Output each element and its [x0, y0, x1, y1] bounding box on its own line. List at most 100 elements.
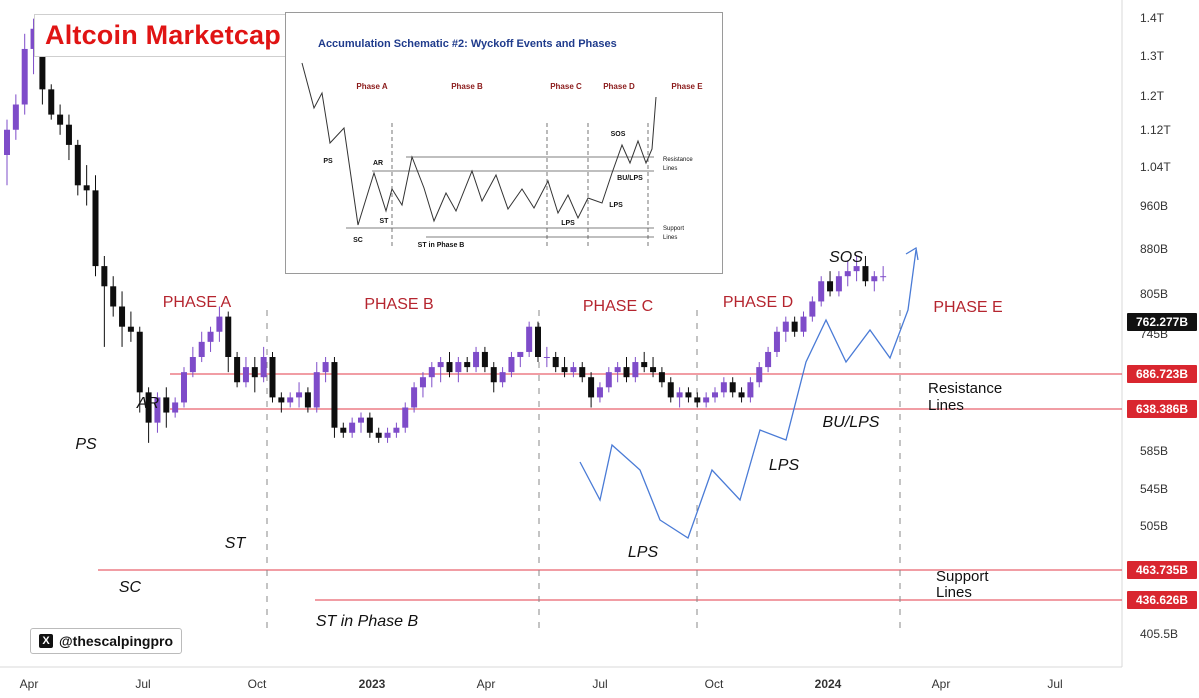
y-tick-label: 585B [1140, 444, 1168, 458]
candle-body [322, 362, 329, 373]
candle-body [464, 362, 471, 368]
candle-body [225, 316, 232, 357]
candle [756, 362, 763, 388]
candle-body [641, 362, 648, 368]
candle [835, 271, 842, 297]
candle-body [508, 357, 515, 373]
candle-body [596, 387, 603, 398]
event-annotation: BU/LPS [823, 414, 880, 431]
candle [110, 276, 117, 317]
candle-body [30, 28, 37, 49]
candle-body [623, 367, 630, 378]
candle [880, 266, 887, 282]
price-tag [1127, 313, 1197, 331]
candle [862, 256, 869, 287]
candle-body [402, 407, 409, 428]
candle-body [384, 432, 391, 438]
candle-body [57, 114, 64, 125]
candle [720, 377, 727, 398]
candle-body [260, 357, 267, 378]
candle [269, 351, 276, 403]
candle [366, 412, 373, 438]
candle-body [251, 367, 258, 378]
inset-event-label: LPS [609, 202, 623, 209]
candle-body [4, 129, 10, 155]
candle-body [455, 362, 462, 373]
candle [428, 362, 435, 388]
candle-body [278, 397, 285, 403]
inset-phase-label: Phase B [451, 82, 483, 91]
candle-body [83, 185, 90, 191]
inset-title: Accumulation Schematic #2: Wyckoff Event… [318, 38, 617, 50]
candle-body [747, 382, 754, 398]
author-handle[interactable]: X @thescalpingpro [30, 628, 182, 654]
candle [349, 417, 356, 438]
event-annotation: SOS [829, 249, 863, 266]
candle [92, 175, 99, 277]
inset-event-label: BU/LPS [617, 175, 643, 182]
candle-body [92, 190, 99, 267]
candle [251, 357, 258, 393]
candle-body [127, 326, 134, 332]
candle-body [614, 367, 621, 373]
candle-body [632, 362, 639, 378]
candle [384, 427, 391, 443]
candle-body [667, 382, 674, 398]
resistance-label-line2: Lines [928, 397, 964, 414]
phase-label: PHASE A [163, 294, 232, 311]
level-tag-label: 686.723B [1136, 367, 1188, 381]
candle [119, 291, 126, 347]
candle-body [526, 326, 533, 352]
candle-body [880, 276, 887, 278]
candle-body [393, 427, 400, 433]
event-annotation: ST in Phase B [316, 613, 419, 630]
price-tag-label: 762.277B [1136, 315, 1188, 329]
candle [225, 311, 232, 373]
candle [331, 357, 338, 438]
candle-body [189, 357, 196, 373]
candle-body [48, 89, 55, 115]
inset-diagram: Phase A Phase B Phase C Phase D Phase E PS SC A… [301, 62, 703, 249]
candle-body [65, 124, 72, 145]
candle-body [650, 367, 657, 373]
phase-label: PHASE D [723, 294, 793, 311]
y-tick-label: 1.12T [1140, 123, 1171, 137]
handle-text: @thescalpingpro [59, 633, 173, 649]
candle-body [145, 392, 152, 423]
candle-body [694, 397, 701, 403]
x-tick-label: Oct [248, 677, 267, 691]
candle-body [74, 144, 81, 186]
candle [791, 316, 798, 337]
candle [552, 351, 559, 373]
candle-body [720, 382, 727, 393]
y-tick-label: 405.5B [1140, 627, 1178, 641]
candle [579, 362, 586, 383]
candle [800, 311, 807, 337]
candle [207, 326, 214, 352]
candle-body [676, 392, 683, 398]
candle [517, 351, 524, 368]
phase-label: PHASE C [583, 298, 653, 315]
x-tick-label: Jul [1047, 677, 1062, 691]
x-tick-label: Jul [592, 677, 607, 691]
candle [809, 296, 816, 322]
candle-body [658, 372, 665, 383]
candle-body [481, 351, 488, 368]
inset-support-label2: Lines [663, 235, 677, 241]
candle-body [517, 351, 524, 357]
candle [136, 326, 143, 413]
candle [419, 372, 426, 398]
candle [358, 412, 364, 433]
candle-body [198, 341, 205, 357]
candle [83, 165, 90, 206]
candle-body [703, 397, 710, 403]
candle-body [561, 367, 568, 373]
candle-body [313, 372, 320, 408]
candle-body [340, 427, 347, 433]
candle-body [419, 377, 426, 388]
level-tag-label: 436.626B [1136, 593, 1188, 607]
candle-body [756, 367, 763, 383]
candle-body [163, 397, 170, 413]
candle-body [216, 316, 223, 332]
chart-title: Altcoin Marketcap [34, 14, 292, 57]
